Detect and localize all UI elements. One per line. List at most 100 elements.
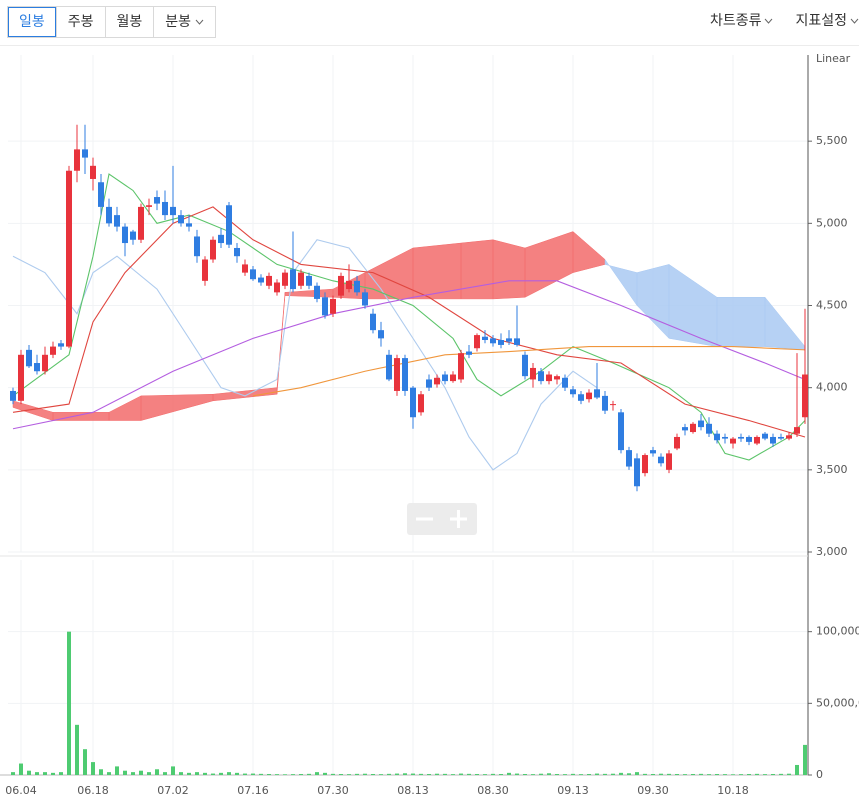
candle-body bbox=[274, 282, 280, 293]
menu[interactable]: 지표설정 bbox=[795, 6, 859, 36]
volume-bar bbox=[139, 770, 143, 775]
volume-bar bbox=[83, 749, 87, 775]
candle-body bbox=[178, 215, 184, 224]
x-tick-label: 07.16 bbox=[237, 784, 269, 797]
candle-body bbox=[146, 205, 152, 207]
y-tick-label: 4,500 bbox=[816, 299, 848, 312]
candle-body bbox=[138, 206, 144, 240]
candle-body bbox=[18, 354, 24, 401]
candle-body bbox=[370, 313, 376, 331]
cloud-segment bbox=[572, 230, 606, 273]
menus: 차트종류 지표설정 bbox=[710, 6, 859, 36]
volume-bar bbox=[267, 773, 271, 775]
candle-body bbox=[698, 420, 704, 428]
volume-bar bbox=[187, 772, 191, 775]
candle-body bbox=[722, 436, 728, 439]
volume-bar bbox=[131, 772, 135, 775]
cloud-segment bbox=[284, 288, 334, 298]
volume-bar bbox=[67, 631, 71, 775]
candle-body bbox=[330, 298, 336, 314]
volume-bar bbox=[715, 773, 719, 775]
candle-body bbox=[346, 280, 352, 290]
volume-bar bbox=[739, 774, 743, 775]
candle-body bbox=[26, 349, 32, 367]
volume-bar bbox=[51, 772, 55, 775]
candle-body bbox=[106, 206, 112, 224]
volume-bar bbox=[427, 773, 431, 775]
candle-body bbox=[378, 330, 384, 339]
volume-bar bbox=[531, 774, 535, 775]
candle-body bbox=[362, 292, 368, 306]
volume-bar bbox=[331, 773, 335, 775]
candle-body bbox=[746, 436, 752, 442]
volume-bar bbox=[547, 773, 551, 775]
tab[interactable]: 분봉 bbox=[153, 7, 215, 37]
volume-bar bbox=[35, 772, 39, 775]
volume-bar bbox=[147, 772, 151, 775]
menu[interactable]: 차트종류 bbox=[710, 6, 774, 36]
candle-body bbox=[410, 387, 416, 418]
candle-body bbox=[34, 363, 40, 372]
candle-body bbox=[506, 338, 512, 342]
candle-body bbox=[290, 269, 296, 290]
y-tick-label: 100,000,000 bbox=[816, 625, 859, 638]
tab[interactable]: 일봉 bbox=[8, 7, 56, 37]
volume-bar bbox=[563, 774, 567, 775]
zoom-out-button[interactable] bbox=[407, 503, 442, 535]
candle-body bbox=[434, 377, 440, 385]
volume-bar bbox=[419, 773, 423, 775]
candle-body bbox=[186, 223, 192, 227]
y-tick-label: 0 bbox=[816, 768, 823, 781]
y-tick-label: 3,500 bbox=[816, 463, 848, 476]
candle-body bbox=[418, 394, 424, 413]
candle-body bbox=[754, 436, 760, 444]
volume-bar bbox=[723, 774, 727, 775]
zoom-in-button[interactable] bbox=[442, 503, 477, 535]
volume-bar bbox=[275, 774, 279, 775]
candle-body bbox=[82, 149, 88, 158]
volume-bar bbox=[659, 773, 663, 775]
candle-body bbox=[786, 435, 792, 439]
volume-bar bbox=[403, 773, 407, 775]
volume-bar bbox=[707, 774, 711, 775]
candle-body bbox=[386, 354, 392, 380]
volume-bar bbox=[651, 773, 655, 775]
candle-body bbox=[338, 275, 344, 296]
candle-body bbox=[458, 353, 464, 380]
tab-label: 분봉 bbox=[165, 14, 192, 30]
volume-bar bbox=[347, 774, 351, 775]
candle-body bbox=[74, 149, 80, 171]
x-tick-label: 08.13 bbox=[397, 784, 429, 797]
candle-body bbox=[514, 338, 520, 345]
volume-bar bbox=[507, 772, 511, 775]
volume-bar bbox=[315, 772, 319, 775]
candle-body bbox=[666, 453, 672, 470]
menu-label: 차트종류 bbox=[709, 13, 762, 29]
tab[interactable]: 월봉 bbox=[104, 7, 154, 37]
candle-body bbox=[266, 275, 272, 286]
overlay-line bbox=[12, 280, 806, 430]
volume-bar bbox=[643, 773, 647, 775]
volume-bar bbox=[19, 763, 23, 775]
candle-body bbox=[634, 458, 640, 487]
candle-body bbox=[114, 215, 120, 227]
volume-bar bbox=[411, 773, 415, 775]
cloud-segment bbox=[492, 239, 526, 300]
volume-bar bbox=[443, 773, 447, 775]
y-tick-label: 5,500 bbox=[816, 134, 848, 147]
x-tick-label: 06.18 bbox=[77, 784, 109, 797]
candle-body bbox=[258, 277, 264, 283]
volume-bar bbox=[235, 772, 239, 775]
candle-body bbox=[10, 390, 16, 401]
tab[interactable]: 주봉 bbox=[55, 7, 105, 37]
volume-bar bbox=[755, 773, 759, 775]
candle-body bbox=[234, 247, 240, 257]
overlay-line bbox=[12, 173, 806, 461]
volume-bar bbox=[123, 770, 127, 775]
x-tick-label: 07.30 bbox=[317, 784, 349, 797]
candle-body bbox=[170, 206, 176, 216]
volume-bar bbox=[483, 774, 487, 775]
candle-body bbox=[90, 165, 96, 179]
x-tick-label: 08.30 bbox=[477, 784, 509, 797]
